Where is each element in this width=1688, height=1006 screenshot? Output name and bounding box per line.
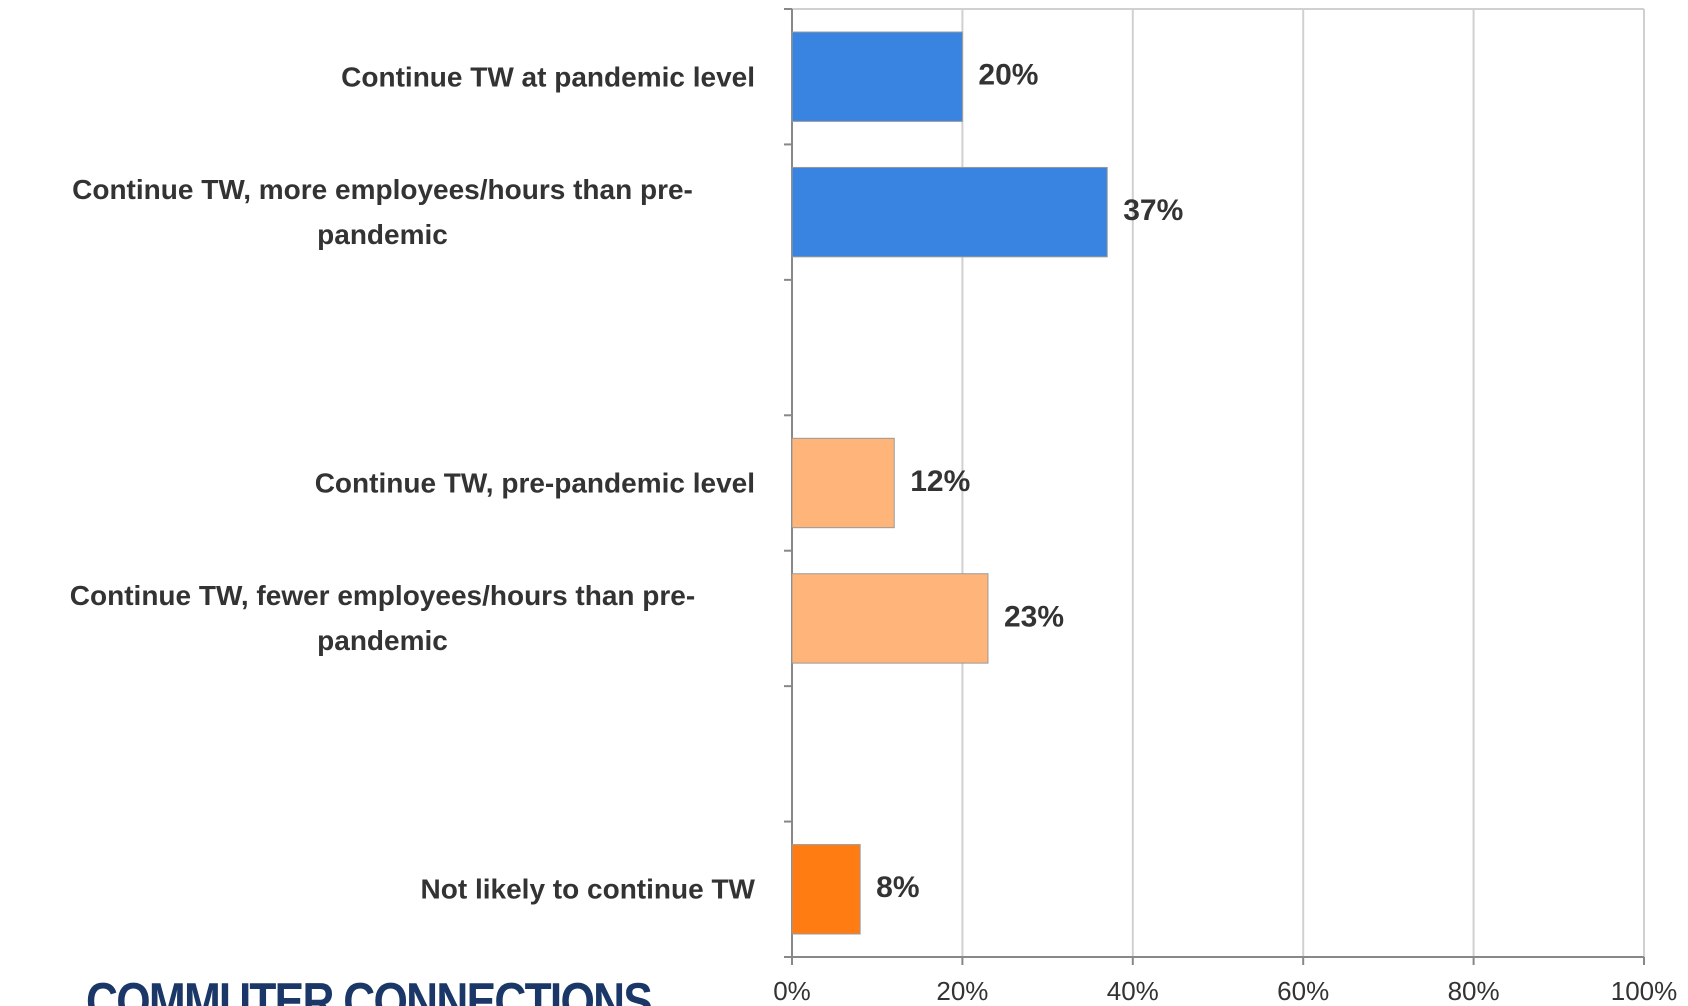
- y-tick-label: Not likely to continue TW: [10, 867, 755, 912]
- x-tick-label: 100%: [1611, 976, 1678, 1006]
- y-tick-text: Continue TW, more employees/hours than p…: [72, 174, 693, 251]
- data-label: 8%: [876, 871, 919, 904]
- y-tick-label: Continue TW, pre-pandemic level: [10, 461, 755, 506]
- y-tick-label: Continue TW, fewer employees/hours than …: [10, 573, 755, 663]
- y-tick-text: Not likely to continue TW: [420, 873, 755, 905]
- y-tick-text: Continue TW, pre-pandemic level: [314, 467, 755, 499]
- x-tick-label: 20%: [936, 976, 988, 1006]
- y-tick-label: Continue TW, more employees/hours than p…: [10, 167, 755, 257]
- x-tick-label: 80%: [1448, 976, 1500, 1006]
- data-label: 12%: [910, 465, 970, 498]
- y-tick-text: Continue TW, fewer employees/hours than …: [69, 580, 696, 657]
- bar: [791, 31, 963, 122]
- bar: [791, 437, 895, 529]
- y-tick-text: Continue TW at pandemic level: [341, 61, 755, 93]
- bar: [791, 844, 861, 935]
- data-label: 23%: [1004, 600, 1064, 633]
- x-tick-label: 60%: [1277, 976, 1329, 1006]
- logo: COMMUTER CONNECTIONS: [86, 973, 653, 1006]
- bar: [791, 573, 989, 664]
- data-label: 20%: [978, 59, 1038, 92]
- x-tick-label: 40%: [1107, 976, 1159, 1006]
- data-label: 37%: [1123, 194, 1183, 227]
- y-tick-label: Continue TW at pandemic level: [10, 54, 755, 99]
- x-tick-label: 0%: [773, 976, 811, 1006]
- bar: [791, 166, 1108, 258]
